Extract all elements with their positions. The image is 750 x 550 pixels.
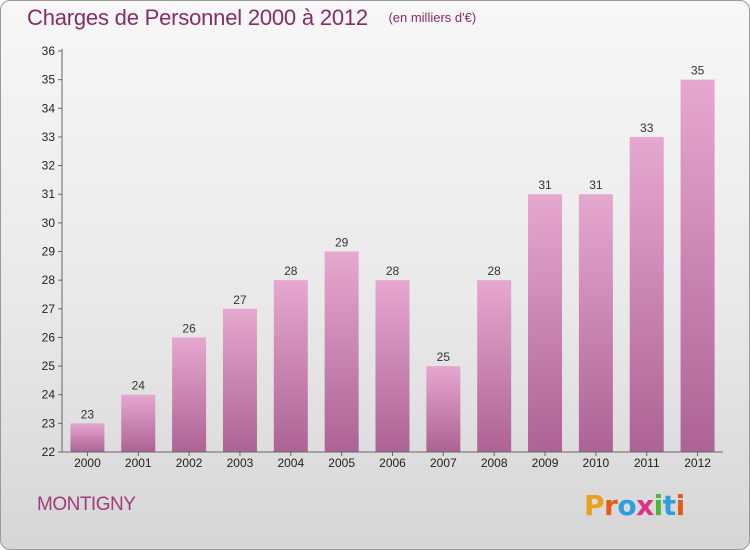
y-tick-label-28: 28 bbox=[42, 273, 56, 287]
y-tick-label-33: 33 bbox=[42, 130, 56, 144]
data-label-2000: 23 bbox=[81, 407, 95, 421]
logo-letter: i bbox=[675, 489, 686, 522]
chart-title: Charges de Personnel 2000 à 2012 bbox=[27, 5, 368, 30]
data-label-2011: 33 bbox=[640, 121, 654, 135]
data-label-2007: 25 bbox=[437, 350, 451, 364]
data-label-2009: 31 bbox=[538, 178, 552, 192]
bar-2007 bbox=[426, 366, 461, 452]
y-tick-label-29: 29 bbox=[42, 245, 56, 259]
bar-2003 bbox=[222, 308, 257, 452]
y-tick-label-22: 22 bbox=[42, 445, 56, 459]
y-tick-label-34: 34 bbox=[42, 101, 56, 115]
x-tick-label-2004: 2004 bbox=[277, 456, 304, 470]
logo-letter: P bbox=[584, 489, 605, 522]
bar-2008 bbox=[477, 280, 512, 452]
x-tick-label-2010: 2010 bbox=[583, 456, 610, 470]
y-tick-label-30: 30 bbox=[42, 216, 56, 230]
x-tick-label-2012: 2012 bbox=[684, 456, 711, 470]
title-row: Charges de Personnel 2000 à 2012 (en mil… bbox=[27, 5, 476, 31]
y-tick-label-24: 24 bbox=[42, 388, 56, 402]
x-tick-label-2008: 2008 bbox=[481, 456, 508, 470]
data-label-2005: 29 bbox=[335, 236, 349, 250]
y-tick-label-35: 35 bbox=[42, 73, 56, 87]
y-tick-label-36: 36 bbox=[42, 44, 56, 58]
x-tick-label-2002: 2002 bbox=[176, 456, 203, 470]
data-label-2010: 31 bbox=[589, 178, 603, 192]
data-label-2001: 24 bbox=[132, 379, 146, 393]
x-tick-label-2000: 2000 bbox=[74, 456, 101, 470]
x-tick-label-2011: 2011 bbox=[634, 456, 660, 470]
y-tick-label-32: 32 bbox=[42, 159, 56, 173]
bar-2005 bbox=[324, 251, 359, 452]
data-label-2008: 28 bbox=[488, 264, 502, 278]
logo-letter: x bbox=[636, 489, 654, 522]
y-tick-label-25: 25 bbox=[42, 359, 56, 373]
x-tick-label-2006: 2006 bbox=[379, 456, 406, 470]
bar-2011 bbox=[629, 136, 664, 452]
axes-layer: 2000 2001 2002 2003 2004 2005 2006 2007 2008 2009… bbox=[42, 44, 723, 470]
x-tick-label-2003: 2003 bbox=[227, 456, 254, 470]
y-tick-label-26: 26 bbox=[42, 330, 56, 344]
bar-2010 bbox=[578, 194, 613, 452]
data-label-2002: 26 bbox=[182, 321, 196, 335]
y-tick-label-23: 23 bbox=[42, 416, 56, 430]
x-tick-label-2005: 2005 bbox=[328, 456, 355, 470]
logo-letter: t bbox=[662, 489, 676, 522]
data-label-2003: 27 bbox=[233, 293, 247, 307]
y-tick-label-27: 27 bbox=[42, 302, 56, 316]
proxiti-logo[interactable]: Proxiti bbox=[584, 489, 685, 522]
bar-2001 bbox=[121, 394, 156, 452]
logo-letter: o bbox=[617, 489, 637, 522]
bar-2006 bbox=[375, 280, 410, 452]
data-label-2012: 35 bbox=[691, 64, 705, 78]
chart-subtitle: (en milliers d'€) bbox=[388, 10, 477, 25]
bar-2004 bbox=[273, 280, 308, 452]
city-name: MONTIGNY bbox=[37, 494, 136, 515]
x-tick-label-2009: 2009 bbox=[532, 456, 559, 470]
bar-2002 bbox=[172, 337, 207, 452]
bars-layer: 23 24 26 27 28 29 28 25 28 31 31 33 35 bbox=[70, 64, 715, 453]
x-tick-label-2007: 2007 bbox=[430, 456, 457, 470]
bar-2009 bbox=[528, 194, 563, 452]
data-label-2004: 28 bbox=[284, 264, 298, 278]
logo-letter: r bbox=[604, 489, 618, 522]
logo-letter: i bbox=[653, 489, 664, 522]
data-label-2006: 28 bbox=[386, 264, 400, 278]
x-tick-label-2001: 2001 bbox=[125, 456, 152, 470]
bar-2012 bbox=[680, 79, 715, 453]
bar-2000 bbox=[70, 423, 105, 452]
y-tick-label-31: 31 bbox=[42, 187, 56, 201]
